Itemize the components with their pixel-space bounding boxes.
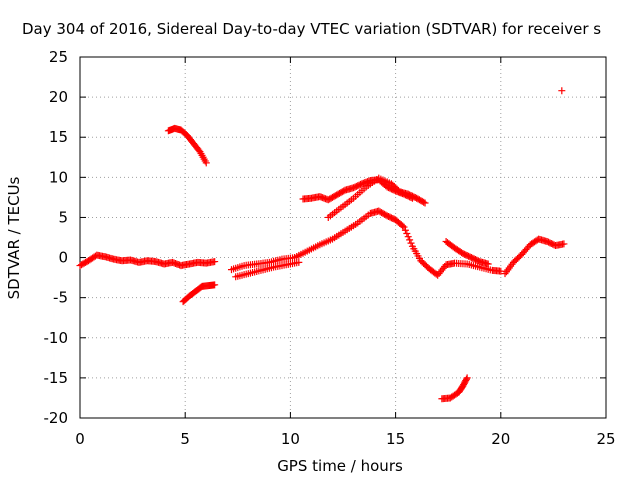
x-tick-label: 25 xyxy=(596,430,615,448)
y-tick-label: -10 xyxy=(44,329,69,347)
x-tick-label: 0 xyxy=(75,430,85,448)
data-point xyxy=(558,87,566,95)
data-point xyxy=(399,222,407,230)
x-tick-label: 15 xyxy=(386,430,405,448)
x-axis-label: GPS time / hours xyxy=(277,457,403,475)
x-tick-label: 5 xyxy=(180,430,190,448)
series-arc-upper-left xyxy=(164,124,210,167)
y-tick-label: 5 xyxy=(58,208,68,226)
series-baseline-noise-early xyxy=(76,251,219,270)
data-point xyxy=(211,281,219,289)
grid xyxy=(80,57,606,418)
data-point xyxy=(462,375,470,383)
y-tick-label: -15 xyxy=(44,369,69,387)
series-night-rise xyxy=(501,235,568,278)
data-point xyxy=(421,199,429,207)
series-late-evening-branch xyxy=(442,238,492,268)
chart-title: Day 304 of 2016, Sidereal Day-to-day VTE… xyxy=(22,20,601,38)
data-point xyxy=(463,374,471,382)
ticks: 0 5 10 15 20 25 -20 -15 -10 -5 0 5 10 15 20 25 xyxy=(44,48,616,448)
x-tick-label: 10 xyxy=(281,430,300,448)
plot-frame xyxy=(79,56,607,419)
y-tick-label: -5 xyxy=(53,289,68,307)
series-outlier xyxy=(558,87,566,95)
data-point xyxy=(406,236,414,244)
y-tick-label: 0 xyxy=(58,249,68,267)
data-point xyxy=(401,226,409,234)
y-tick-label: 25 xyxy=(49,48,68,66)
series-evening-rising-band xyxy=(324,174,429,221)
data-point xyxy=(420,198,428,206)
y-axis-label: SDTVAR / TECUs xyxy=(5,176,23,299)
data-point xyxy=(560,240,568,248)
data-point xyxy=(295,258,303,266)
series-midday-lower-branch xyxy=(232,258,303,281)
y-tick-label: -20 xyxy=(44,409,69,427)
data-point xyxy=(400,223,408,231)
y-tick-label: 15 xyxy=(49,128,68,146)
series-midday-rise xyxy=(227,207,505,279)
y-tick-label: 20 xyxy=(49,88,68,106)
y-tick-label: 10 xyxy=(49,168,68,186)
data-point xyxy=(202,159,210,167)
data-point xyxy=(404,233,412,241)
data-layer xyxy=(76,87,568,403)
data-point xyxy=(403,229,411,237)
x-tick-label: 20 xyxy=(491,430,510,448)
series-arc-lower-left xyxy=(179,281,219,306)
series-arc-lower-right xyxy=(438,374,471,403)
data-point xyxy=(211,258,219,266)
data-point xyxy=(484,260,492,268)
data-point xyxy=(407,239,415,247)
